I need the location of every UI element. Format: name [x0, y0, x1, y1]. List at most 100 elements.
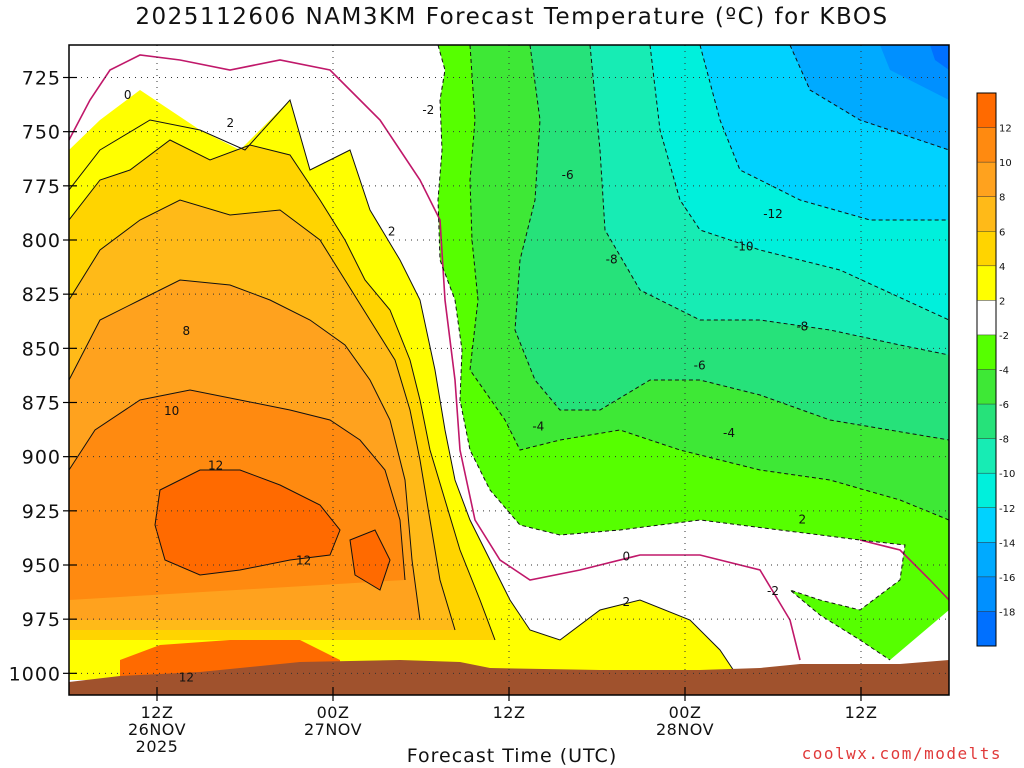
contour-label: 12	[208, 458, 223, 472]
x-tick-label: 26NOV	[128, 720, 186, 739]
colorbar-label: 4	[999, 262, 1005, 273]
colorbar-swatch	[977, 265, 996, 301]
x-tick-label: 28NOV	[656, 720, 714, 739]
colorbar-label: -18	[999, 607, 1015, 618]
contour-label: -4	[532, 419, 544, 433]
colorbar-swatch	[977, 196, 996, 232]
minus6-contour	[514, 45, 949, 441]
colorbar-swatch	[977, 334, 996, 370]
colorbar-label: -2	[999, 331, 1009, 342]
y-tick-label: 825	[22, 284, 61, 306]
minus14-contour	[789, 45, 949, 151]
contour-label: -6	[694, 359, 706, 373]
credit-text[interactable]: coolwx.com/modelts	[801, 744, 1002, 763]
colorbar-swatch	[977, 542, 996, 578]
grid-lines	[69, 45, 949, 695]
plus8-contour	[69, 279, 421, 621]
colorbar-swatch	[977, 404, 996, 440]
colorbar-label: -6	[999, 400, 1009, 411]
y-axis: 725 750 775 800 825 850 875 900 925 950 975 1000	[9, 68, 77, 685]
contour-label: 12	[296, 554, 311, 568]
minus4-contour	[469, 45, 949, 521]
y-tick-label: 950	[22, 555, 61, 577]
minus2-contour	[437, 45, 906, 661]
temperature-field	[69, 45, 949, 695]
plus10-contour	[69, 389, 406, 581]
plus4-contour	[69, 139, 496, 641]
colorbar-swatch	[977, 369, 996, 405]
y-tick-label: 925	[22, 501, 61, 523]
colorbar-label: 2	[999, 296, 1005, 307]
x-tick-label: 12Z	[845, 703, 878, 722]
contour-label: -2	[422, 103, 434, 117]
contour-labels: 0 2 -2 2 -6 -8 -12 -10 8 -8 -6 10 -4 -4 12 2 0 12 -2 2 12	[124, 88, 808, 685]
contour-label: -8	[796, 320, 808, 334]
y-tick-label: 975	[22, 609, 61, 631]
colorbar-swatch	[977, 93, 996, 129]
colorbar-label: -14	[999, 538, 1015, 549]
colorbar-swatch	[977, 507, 996, 543]
cold-region-minus16	[880, 45, 949, 100]
x-tick-label: 12Z	[493, 703, 526, 722]
y-tick-label: 750	[22, 122, 61, 144]
x-tick-label: 27NOV	[304, 720, 362, 739]
plus12-contour-right	[349, 529, 391, 591]
colorbar-label: -10	[999, 469, 1015, 480]
colorbar-swatch	[977, 576, 996, 612]
colorbar-label: -12	[999, 504, 1015, 515]
contour-label: -6	[562, 168, 574, 182]
contour-label: 0	[623, 549, 631, 563]
colorbar-label: 12	[999, 124, 1012, 135]
colorbar-swatch	[977, 473, 996, 509]
contour-label: -10	[734, 240, 754, 254]
y-tick-label: 1000	[9, 663, 61, 685]
y-tick-label: 850	[22, 338, 61, 360]
y-tick-label: 875	[22, 393, 61, 415]
colorbar-label: -4	[999, 366, 1009, 377]
x-axis-label: Forecast Time (UTC)	[406, 745, 618, 767]
colorbar-swatch	[977, 300, 996, 336]
colorbar-label: 6	[999, 227, 1005, 238]
contour-label: 2	[388, 224, 396, 238]
colorbar-label: 10	[999, 158, 1012, 169]
minus12-contour	[699, 45, 949, 221]
colorbar-swatch	[977, 231, 996, 267]
x-tick-label: 2025	[136, 737, 179, 756]
y-tick-label: 800	[22, 230, 61, 252]
contour-label: -2	[767, 584, 779, 598]
warm-region-plus12-right	[350, 530, 390, 590]
zero-contour-upper	[69, 54, 801, 661]
minus8-contour	[589, 45, 949, 356]
contour-label: 2	[799, 513, 807, 527]
plus2-contour	[69, 98, 741, 681]
colorbar-swatch	[977, 162, 996, 198]
y-tick-label: 900	[22, 447, 61, 469]
colorbar-swatch	[977, 611, 996, 647]
plus6-contour	[69, 199, 456, 631]
contour-label: 2	[227, 116, 235, 130]
x-tick-label: 00Z	[669, 703, 702, 722]
colorbar-label: -8	[999, 435, 1009, 446]
x-tick-label: 12Z	[141, 703, 174, 722]
plus12-contour-main	[154, 469, 341, 576]
contour-label: 2	[623, 595, 631, 609]
contour-label: 12	[179, 671, 194, 685]
contour-label: 8	[183, 324, 191, 338]
y-tick-label: 775	[22, 176, 61, 198]
colorbar-label: -16	[999, 573, 1015, 584]
chart-title: 2025112606 NAM3KM Forecast Temperature (…	[135, 4, 889, 30]
colorbar-swatch	[977, 127, 996, 163]
colorbar-swatch	[977, 438, 996, 474]
y-tick-label: 725	[22, 68, 61, 90]
colorbar-label: 8	[999, 193, 1005, 204]
cold-region-minus18	[930, 45, 949, 70]
terrain-ground	[69, 660, 949, 695]
warm-region-plus12-main	[155, 470, 340, 575]
contour-label: -8	[606, 253, 618, 267]
minus10-contour	[649, 45, 949, 321]
contour-label: 0	[124, 88, 132, 102]
x-tick-label: 00Z	[317, 703, 350, 722]
contour-label: 10	[164, 404, 179, 418]
